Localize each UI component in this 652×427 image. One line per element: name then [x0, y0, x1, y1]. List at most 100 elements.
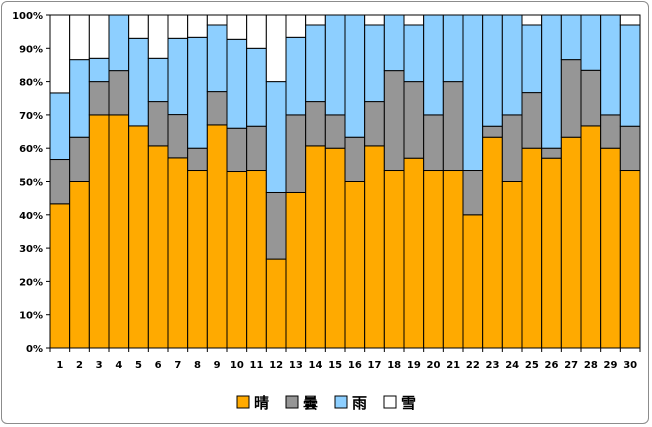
legend-label-0: 晴 — [254, 394, 269, 412]
bar-segment-day-17-series-0 — [364, 145, 385, 349]
bar-segment-day-27-series-1 — [560, 59, 582, 138]
legend-label-3: 雪 — [401, 394, 416, 412]
bar-segment-day-29-series-2 — [600, 14, 621, 116]
x-tick-label: 7 — [174, 360, 181, 371]
bar-segment-day-6-series-1 — [147, 101, 169, 147]
x-tick-label: 8 — [194, 360, 201, 371]
bar-segment-day-24-series-1 — [501, 114, 523, 182]
bar-segment-day-25-series-2 — [521, 24, 543, 94]
x-tick-label: 15 — [328, 360, 342, 371]
bar-segment-day-13-series-3 — [285, 14, 307, 38]
bar-segment-day-29-series-0 — [600, 147, 621, 349]
bar-segment-day-10-series-2 — [226, 38, 248, 129]
bar-segment-day-12-series-0 — [265, 258, 287, 349]
bar-segment-day-20-series-0 — [423, 170, 444, 349]
y-tick-label: 100% — [12, 11, 43, 22]
bar-segment-day-21-series-2 — [442, 14, 464, 83]
bar-segment-day-30-series-1 — [619, 125, 641, 172]
bar-segment-day-7-series-1 — [167, 114, 189, 159]
x-axis-ticks: 1 2 3 4 5 6 7 8 9 10 11 12 13 14 15 16 17 18 19 20 21 22 23 24 2… — [49, 348, 641, 371]
x-tick-label: 2 — [76, 360, 83, 371]
bar-segment-day-2-series-3 — [69, 14, 90, 61]
bar-segment-day-26-series-2 — [541, 14, 562, 149]
bar-segment-day-4-series-2 — [108, 14, 130, 72]
y-tick-label: 90% — [19, 44, 43, 55]
bar-segment-day-3-series-3 — [88, 14, 110, 59]
bar-segment-day-16-series-1 — [344, 136, 366, 182]
bar-segment-day-13-series-1 — [285, 114, 307, 193]
legend-swatch-1 — [285, 395, 299, 409]
bar-segment-day-1-series-0 — [49, 203, 71, 349]
x-tick-label: 29 — [604, 360, 618, 371]
bar-segment-day-30-series-2 — [619, 24, 641, 127]
y-tick-label: 30% — [19, 244, 43, 255]
bar-segment-day-3-series-1 — [88, 81, 110, 116]
bar-segment-day-4-series-1 — [108, 70, 130, 116]
y-tick-label: 70% — [19, 111, 43, 122]
bar-segment-day-26-series-0 — [541, 157, 562, 349]
bar-segment-day-3-series-2 — [88, 57, 110, 83]
bar-segment-day-26-series-1 — [541, 147, 562, 159]
bar-segment-day-22-series-1 — [462, 170, 484, 216]
bar-segment-day-22-series-0 — [462, 214, 484, 349]
legend-swatch-3 — [383, 395, 397, 409]
y-tick-label: 20% — [19, 277, 43, 288]
bar-segment-day-11-series-3 — [246, 14, 267, 49]
x-tick-label: 12 — [269, 360, 283, 371]
bar-segment-day-23-series-1 — [482, 125, 503, 138]
bar-segment-day-9-series-1 — [206, 91, 228, 126]
bar-segment-day-15-series-2 — [324, 14, 346, 116]
bar-segment-day-23-series-2 — [482, 14, 503, 127]
bar-segment-day-8-series-1 — [187, 147, 208, 172]
y-tick-label: 10% — [19, 311, 43, 322]
bar-segment-day-9-series-3 — [206, 14, 228, 26]
bar-segment-day-2-series-0 — [69, 181, 90, 349]
bar-segment-day-23-series-0 — [482, 136, 503, 349]
bar-segment-day-9-series-2 — [206, 24, 228, 93]
legend-label-2: 雨 — [352, 394, 367, 412]
x-tick-label: 6 — [155, 360, 162, 371]
x-tick-label: 20 — [427, 360, 441, 371]
bar-segment-day-19-series-1 — [403, 81, 425, 159]
bar-segment-day-27-series-0 — [560, 136, 582, 349]
x-tick-label: 19 — [407, 360, 421, 371]
x-tick-label: 13 — [289, 360, 303, 371]
bar-segment-day-25-series-0 — [521, 147, 543, 349]
bar-segment-day-6-series-3 — [147, 14, 169, 59]
bar-segment-day-19-series-2 — [403, 24, 425, 83]
bars — [49, 14, 641, 349]
x-tick-label: 4 — [115, 360, 122, 371]
x-tick-label: 21 — [446, 360, 460, 371]
bar-segment-day-24-series-0 — [501, 181, 523, 349]
y-tick-label: 0% — [26, 344, 43, 355]
bar-segment-day-12-series-1 — [265, 191, 287, 260]
bar-segment-day-17-series-2 — [364, 24, 385, 103]
bar-segment-day-11-series-0 — [246, 170, 267, 349]
bar-segment-day-6-series-0 — [147, 145, 169, 349]
bar-segment-day-7-series-0 — [167, 157, 189, 349]
y-tick-label: 40% — [19, 211, 43, 222]
y-tick-label: 60% — [19, 144, 43, 155]
bar-segment-day-10-series-1 — [226, 127, 248, 173]
x-tick-label: 5 — [135, 360, 142, 371]
x-tick-label: 25 — [525, 360, 539, 371]
bar-segment-day-30-series-0 — [619, 170, 641, 349]
x-tick-label: 18 — [387, 360, 401, 371]
bar-segment-day-17-series-3 — [364, 14, 385, 26]
bar-segment-day-12-series-3 — [265, 14, 287, 83]
x-tick-label: 16 — [348, 360, 362, 371]
bar-segment-day-13-series-2 — [285, 36, 307, 116]
x-tick-label: 26 — [545, 360, 559, 371]
bar-segment-day-14-series-2 — [305, 24, 326, 103]
bar-segment-day-22-series-2 — [462, 14, 484, 172]
bar-segment-day-16-series-2 — [344, 14, 366, 138]
bar-segment-day-7-series-2 — [167, 37, 189, 116]
bar-segment-day-19-series-3 — [403, 14, 425, 26]
bar-segment-day-14-series-1 — [305, 101, 326, 147]
bar-segment-day-5-series-0 — [128, 125, 149, 349]
bar-segment-day-16-series-0 — [344, 181, 366, 349]
bar-segment-day-7-series-3 — [167, 14, 189, 39]
bar-segment-day-4-series-0 — [108, 114, 130, 349]
bar-segment-day-2-series-2 — [69, 59, 90, 138]
bar-segment-day-2-series-1 — [69, 136, 90, 182]
